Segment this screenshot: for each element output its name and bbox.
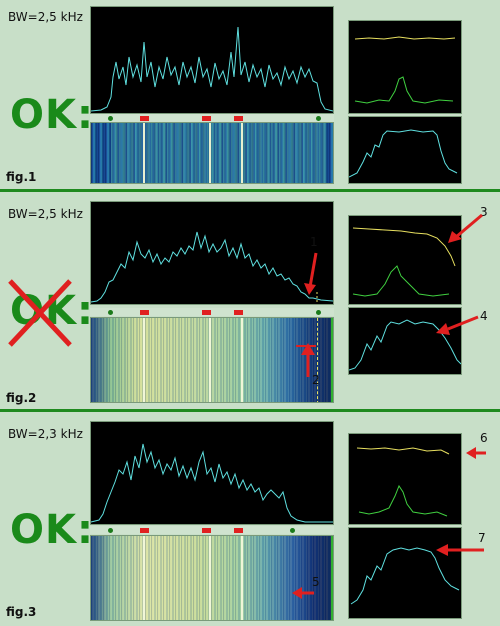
bandwidth-marker-left[interactable] (108, 528, 113, 533)
bandwidth-marker-left[interactable] (108, 116, 113, 121)
callout-number-3: 3 (480, 205, 488, 219)
side-display-bottom (348, 116, 462, 184)
callout-arrow-1 (304, 252, 318, 295)
side-trace-cyan (349, 129, 458, 178)
panel-fig3: BW=2,3 kHz OK: fig.3 5 6 7 (0, 413, 500, 626)
panel-fig1: BW=2,5 kHz OK: fig.1 (0, 0, 500, 188)
callout-arrow-5 (292, 587, 314, 599)
side-display-bottom (348, 307, 462, 375)
marker-red[interactable] (140, 116, 149, 121)
spectrum-trace (91, 231, 333, 304)
callout-arrow-4 (436, 315, 479, 335)
side-traces (356, 447, 450, 517)
fig-label: fig.1 (6, 170, 37, 184)
callout-number-2: 2 (312, 373, 320, 387)
divider (0, 409, 500, 412)
marker-red[interactable] (234, 528, 243, 533)
spectrum-trace (91, 26, 333, 112)
side-trace-cyan (350, 547, 460, 605)
marker-red[interactable] (140, 310, 149, 315)
side-display-bottom (348, 527, 462, 619)
callout-number-1: 1 (310, 235, 318, 249)
fig-label: fig.2 (6, 391, 37, 405)
callout-arrow-7 (436, 544, 484, 556)
marker-red[interactable] (140, 528, 149, 533)
bandwidth-marker-right[interactable] (316, 116, 321, 121)
spectrum-trace (91, 443, 333, 523)
spectrum-display (90, 421, 334, 525)
marker-red[interactable] (234, 310, 243, 315)
bw-label: BW=2,5 kHz (8, 207, 83, 221)
spectrum-display (90, 201, 334, 305)
callout-number-4: 4 (480, 309, 488, 323)
bandwidth-marker-right[interactable] (290, 528, 295, 533)
cross-mark (8, 279, 72, 347)
spectrum-display (90, 6, 334, 114)
marker-red[interactable] (202, 116, 211, 121)
side-display-top (348, 20, 462, 114)
ok-label: OK: (10, 92, 94, 138)
waterfall-display (90, 317, 334, 403)
side-display-top (348, 433, 462, 525)
side-traces (354, 36, 456, 104)
bandwidth-marker-right[interactable] (316, 310, 321, 315)
callout-arrow-3 (448, 213, 483, 243)
side-trace-cyan (349, 319, 461, 371)
bw-label: BW=2,3 kHz (8, 427, 83, 441)
bw-label: BW=2,5 kHz (8, 10, 83, 24)
marker-bar (90, 114, 334, 122)
marker-bar (90, 526, 334, 534)
callout-arrow-2 (301, 343, 315, 377)
divider (0, 189, 500, 192)
marker-red[interactable] (202, 528, 211, 533)
waterfall-display (90, 535, 334, 621)
cutoff-mark (296, 345, 316, 347)
callout-number-6: 6 (480, 431, 488, 445)
marker-red[interactable] (234, 116, 243, 121)
marker-bar (90, 308, 334, 316)
marker-red[interactable] (202, 310, 211, 315)
fig-label: fig.3 (6, 605, 37, 619)
side-display-top (348, 215, 462, 305)
side-traces (352, 227, 456, 297)
ok-label: OK: (10, 507, 94, 553)
callout-number-5: 5 (312, 575, 320, 589)
bandwidth-marker-left[interactable] (108, 310, 113, 315)
waterfall-display (90, 122, 334, 184)
callout-number-7: 7 (478, 531, 486, 545)
callout-arrow-6 (466, 447, 486, 459)
panel-fig2: BW=2,5 kHz OK: fig.2 1 (0, 193, 500, 409)
